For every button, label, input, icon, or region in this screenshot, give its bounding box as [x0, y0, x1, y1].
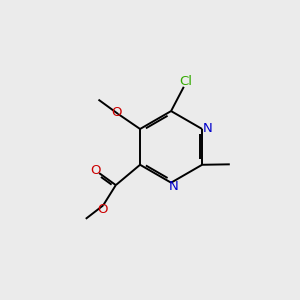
Text: O: O: [97, 203, 107, 216]
Text: O: O: [90, 164, 100, 177]
Text: O: O: [111, 106, 122, 118]
Text: N: N: [169, 180, 179, 193]
Text: Cl: Cl: [179, 75, 192, 88]
Text: N: N: [202, 122, 212, 135]
